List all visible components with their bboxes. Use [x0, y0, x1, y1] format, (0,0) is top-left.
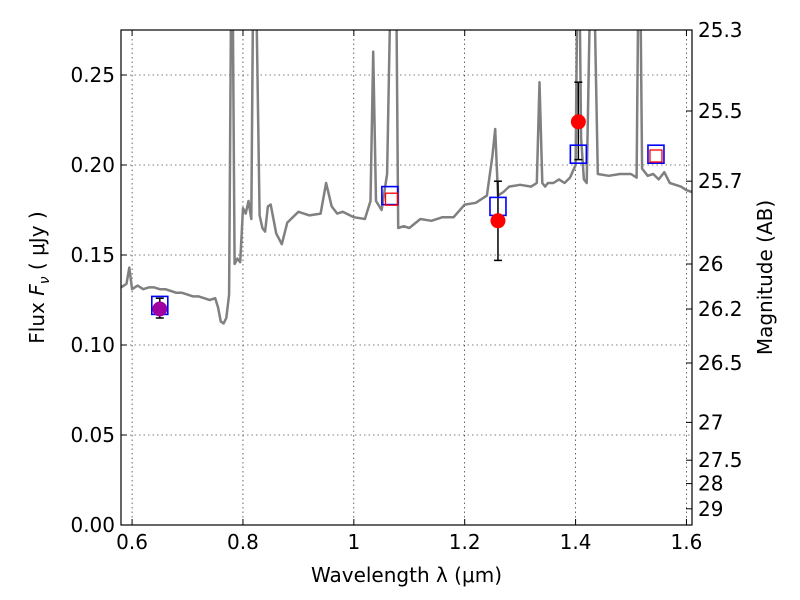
observed-point [490, 213, 506, 229]
y-axis-label-left: Flux Fν ( μJy ) [25, 211, 53, 343]
right-tick-label: 27 [698, 410, 723, 434]
x-tick-label: 0.8 [227, 530, 259, 554]
observed-point [570, 114, 586, 130]
right-tick-label: 26 [698, 252, 723, 276]
right-tick-label: 29 [698, 497, 723, 521]
y-axis-label-right: Magnitude (AB) [753, 200, 777, 355]
inner-square [384, 192, 399, 206]
right-tick-label: 28 [698, 472, 723, 496]
y-axis-label-part: Flux [25, 296, 49, 344]
y-tick-label: 0.25 [70, 63, 115, 87]
x-tick-label: 0.6 [116, 530, 148, 554]
x-axis: 0.6 0.8 1 1.2 1.4 1.6 [116, 30, 702, 554]
right-tick-label: 25.3 [698, 18, 743, 42]
x-tick-label: 1.6 [671, 530, 703, 554]
grid [121, 30, 692, 526]
y-axis-label-symbol: F [25, 284, 49, 296]
y-axis-left: 0.00 0.05 0.10 0.15 0.20 0.25 [70, 63, 127, 537]
right-tick-label: 25.7 [698, 169, 743, 193]
observed-point [152, 301, 168, 317]
model-photometry-square [569, 144, 588, 164]
right-tick-label: 27.5 [698, 448, 743, 472]
x-tick-label: 1.2 [449, 530, 481, 554]
inner-square [649, 149, 663, 163]
spectrum-line [121, 30, 692, 325]
x-tick-label: 1.4 [560, 530, 592, 554]
plot-frame [120, 29, 693, 526]
right-tick-label: 26.5 [698, 351, 743, 375]
y-tick-label: 0.05 [70, 423, 115, 447]
right-tick-label: 25.5 [698, 99, 743, 123]
y-tick-label: 0.15 [70, 243, 115, 267]
plot-area [121, 30, 692, 325]
y-tick-label: 0.00 [70, 513, 115, 537]
y-axis-label-subscript: ν [37, 276, 53, 284]
y-tick-label: 0.20 [70, 153, 115, 177]
x-axis-label: Wavelength λ (μm) [311, 563, 502, 587]
right-tick-label: 26.2 [698, 297, 743, 321]
model-photometry-square [647, 144, 665, 164]
y-axis-label-part: ( μJy ) [25, 211, 49, 276]
y-tick-label: 0.10 [70, 333, 115, 357]
x-tick-label: 1 [347, 530, 360, 554]
